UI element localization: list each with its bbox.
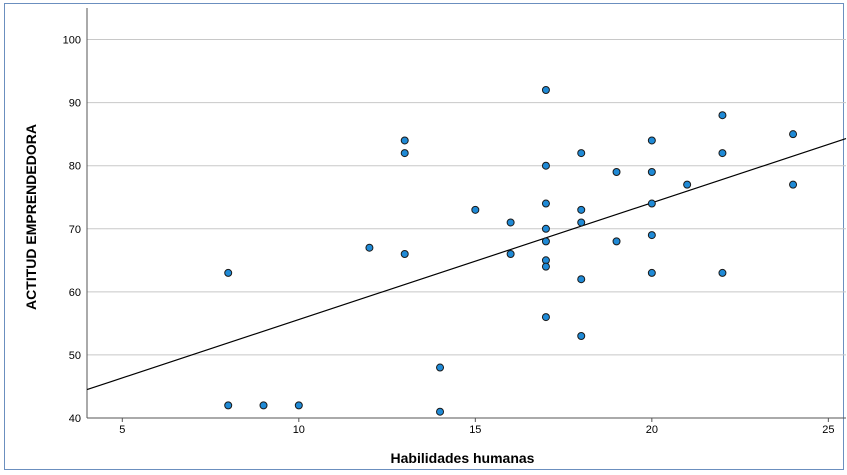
data-point — [577, 218, 586, 227]
y-tick-label: 50 — [69, 350, 81, 362]
x-tick-label: 25 — [822, 424, 834, 436]
fit-line — [86, 137, 847, 391]
data-point — [400, 136, 409, 145]
data-point — [683, 180, 692, 189]
data-point — [647, 136, 656, 145]
y-axis-title: ACTITUD EMPRENDEDORA — [23, 124, 39, 310]
data-point — [541, 86, 550, 94]
x-tick-label: 10 — [293, 424, 305, 436]
x-tick-label: 5 — [119, 424, 125, 436]
data-point — [789, 130, 798, 139]
data-point — [789, 180, 798, 189]
data-point — [436, 363, 445, 372]
data-point — [471, 205, 480, 214]
gridlines — [87, 39, 846, 356]
data-point — [259, 401, 268, 410]
data-point — [400, 149, 409, 158]
data-point — [224, 401, 233, 410]
y-tick-label: 70 — [69, 224, 81, 236]
data-point — [718, 149, 727, 158]
tick-labels: 40 50 60 70 80 90 100 5 10 15 20 25 — [63, 35, 835, 436]
data-point — [400, 250, 409, 258]
data-point — [647, 199, 656, 208]
y-tick-label: 80 — [69, 161, 81, 173]
y-tick-label: 40 — [69, 413, 81, 425]
data-point — [647, 168, 656, 176]
data-points — [224, 86, 798, 416]
data-point — [577, 332, 586, 340]
data-point — [541, 224, 550, 233]
data-point — [224, 268, 233, 277]
data-point — [612, 168, 621, 176]
data-point — [577, 275, 586, 284]
y-tick-label: 60 — [69, 287, 81, 299]
data-point — [541, 313, 550, 322]
x-tick-label: 20 — [646, 424, 658, 436]
y-tick-label: 90 — [69, 98, 81, 110]
data-point — [541, 161, 550, 170]
data-point — [506, 218, 515, 227]
data-point — [294, 401, 303, 410]
x-tick-label: 15 — [469, 424, 481, 436]
data-point — [647, 231, 656, 240]
data-point — [718, 111, 727, 120]
data-point — [647, 268, 656, 277]
data-point — [541, 199, 550, 208]
data-point — [506, 250, 515, 258]
data-point — [577, 205, 586, 214]
data-point — [541, 262, 550, 271]
data-point — [718, 268, 727, 277]
chart-frame — [4, 3, 844, 470]
data-point — [541, 237, 550, 246]
x-axis-title: Habilidades humanas — [391, 450, 535, 466]
data-point — [365, 243, 374, 252]
data-point — [436, 407, 445, 416]
data-point — [612, 237, 621, 246]
y-tick-label: 100 — [63, 35, 81, 47]
data-point — [577, 149, 586, 158]
